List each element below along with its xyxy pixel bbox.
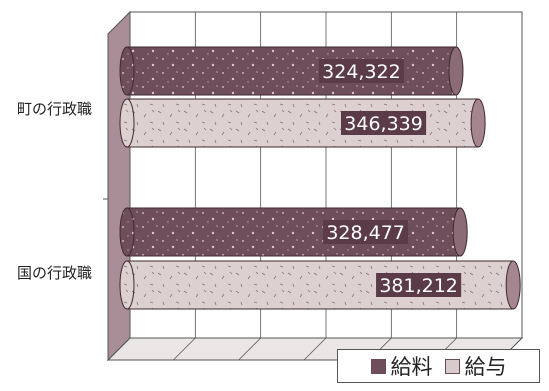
bar-0-0-end-cap — [448, 46, 464, 96]
bar-0-1-label-bg — [341, 111, 427, 135]
bars-group: 324,322 346,339 328,477 381,212 — [119, 46, 521, 310]
floor-gridline-1 — [238, 337, 261, 361]
bar-1-0-label-bg — [323, 220, 409, 244]
category-label-1: 国の行政職 — [17, 264, 93, 282]
bar-0-0-start-cap — [119, 46, 135, 96]
category-label-0: 町の行政職 — [17, 100, 93, 118]
legend-item-1: 給与 — [444, 351, 507, 381]
bar-1-1-label-bg — [376, 273, 462, 297]
bar-1-0-end-cap — [452, 207, 468, 257]
bar-1-0-value-label: 328,477 — [326, 222, 405, 244]
bar-1-0-start-cap — [119, 207, 135, 257]
floor-gridline-0 — [173, 337, 196, 361]
bar-1-1-value-label: 381,212 — [379, 275, 458, 297]
bar-0-0-value-label: 324,322 — [322, 61, 401, 83]
legend-swatch-0 — [370, 358, 386, 374]
bar-1-0 — [126, 207, 461, 257]
legend-label-1: 給与 — [464, 355, 507, 379]
bar-1-1-end-cap — [505, 260, 521, 310]
bar-0-0-label-bg — [318, 59, 404, 83]
legend-item-0: 給料 — [370, 351, 433, 381]
bar-0-1-start-cap — [119, 98, 135, 148]
bar-0-1-end-cap — [470, 98, 486, 148]
bar-0-0 — [126, 46, 457, 96]
legend-swatch-1 — [444, 358, 460, 374]
legend-label-0: 給料 — [390, 355, 433, 379]
legend: 給料 給与 — [337, 349, 540, 383]
bar-1-1-start-cap — [119, 260, 135, 310]
floor-gridline-2 — [303, 337, 327, 361]
bar-0-1-value-label: 346,339 — [344, 113, 423, 135]
